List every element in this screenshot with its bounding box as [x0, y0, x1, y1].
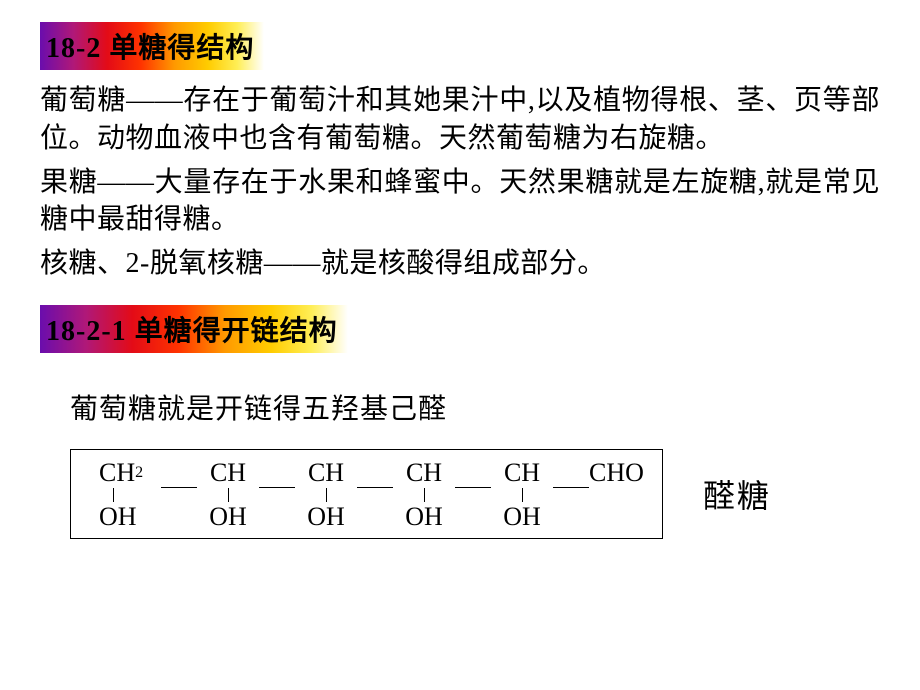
chemical-structure: CH2 OH CHOH CHOH CHOH CHOH: [89, 460, 644, 530]
aldose-label: 醛糖: [703, 471, 771, 517]
section-header-18-2-1: 18-2-1 单糖得开链结构: [40, 305, 348, 353]
chemical-structure-box: CH2 OH CHOH CHOH CHOH CHOH: [70, 449, 663, 539]
formula-row: CH2 OH CHOH CHOH CHOH CHOH: [40, 449, 880, 539]
bond-icon: [161, 487, 197, 488]
paragraph-ribose: 核糖、2-脱氧核糖——就是核酸得组成部分。: [40, 245, 880, 283]
bond-icon: [357, 487, 393, 488]
carbon-5: CHOH: [491, 460, 553, 530]
carbon-3: CHOH: [295, 460, 357, 530]
carbon-4: CHOH: [393, 460, 455, 530]
definition-sentence: 葡萄糖就是开链得五羟基己醛: [70, 387, 880, 427]
carbon-2: CHOH: [197, 460, 259, 530]
section-header-18-2: 18-2 单糖得结构: [40, 22, 264, 70]
paragraph-glucose: 葡萄糖——存在于葡萄汁和其她果汁中,以及植物得根、茎、页等部位。动物血液中也含有…: [40, 82, 880, 158]
bond-icon: [259, 487, 295, 488]
paragraph-fructose: 果糖——大量存在于水果和蜂蜜中。天然果糖就是左旋糖,就是常见糖中最甜得糖。: [40, 164, 880, 240]
carbon-1: CH2 OH: [89, 460, 161, 530]
bond-icon: [455, 487, 491, 488]
bond-icon: [553, 487, 589, 488]
carbon-6-aldehyde: CHO: [589, 460, 644, 486]
